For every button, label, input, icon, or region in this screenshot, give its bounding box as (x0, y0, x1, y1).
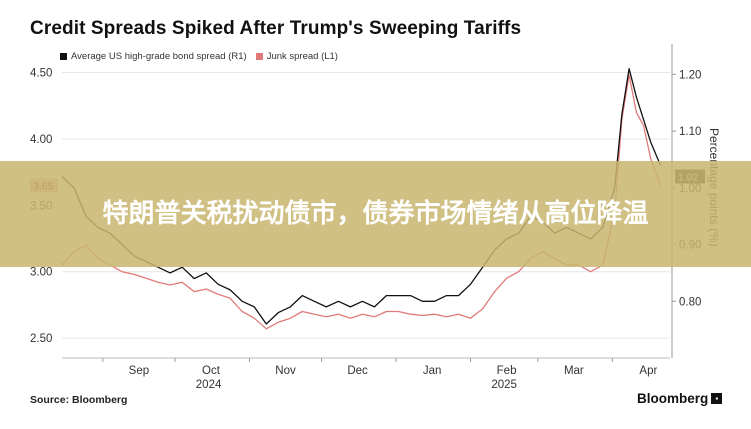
legend-swatch-ig (60, 53, 67, 60)
y-right-tick-label: 1.10 (679, 126, 701, 138)
headline-text: 特朗普关税扰动债市，债券市场情绪从高位降温 (102, 199, 649, 229)
chart-legend: Average US high-grade bond spread (R1) J… (60, 51, 338, 62)
y-left-tick-label: 4.00 (30, 134, 52, 146)
bloomberg-mark-icon: ▪ (711, 393, 723, 404)
legend-swatch-junk (255, 53, 263, 60)
legend-item-junk: Junk spread (L1) (255, 51, 338, 62)
x-tick-label: Mar (564, 365, 584, 377)
legend-item-ig: Average US high-grade bond spread (R1) (60, 51, 247, 62)
x-tick-label: Apr (639, 365, 657, 377)
x-tick-label: Oct (202, 365, 221, 377)
x-tick-label: Sep (129, 365, 149, 377)
series-line-junk (61, 74, 662, 330)
x-tick-label: Feb (497, 365, 517, 377)
bloomberg-logo: Bloomberg ▪ (637, 391, 723, 406)
y-left-tick-label: 4.50 (30, 68, 52, 80)
y-left-tick-label: 2.50 (30, 333, 52, 345)
x-year-label: 2024 (196, 379, 222, 391)
x-tick-label: Nov (275, 365, 296, 377)
y-right-tick-label: 0.80 (679, 296, 701, 308)
y-right-tick-label: 1.20 (679, 69, 701, 81)
headline-banner: 特朗普关税扰动债市，债券市场情绪从高位降温 (0, 161, 751, 267)
bloomberg-wordmark: Bloomberg (637, 391, 709, 406)
chart-title: Credit Spreads Spiked After Trump's Swee… (30, 18, 522, 39)
y-left-tick-label: 3.00 (30, 267, 52, 279)
source-note: Source: Bloomberg (30, 394, 128, 406)
x-tick-label: Jan (423, 365, 442, 377)
legend-label-ig: Average US high-grade bond spread (R1) (71, 51, 247, 62)
legend-label-junk: Junk spread (L1) (266, 51, 338, 62)
x-year-label: 2025 (491, 379, 517, 391)
x-tick-label: Dec (347, 365, 368, 377)
